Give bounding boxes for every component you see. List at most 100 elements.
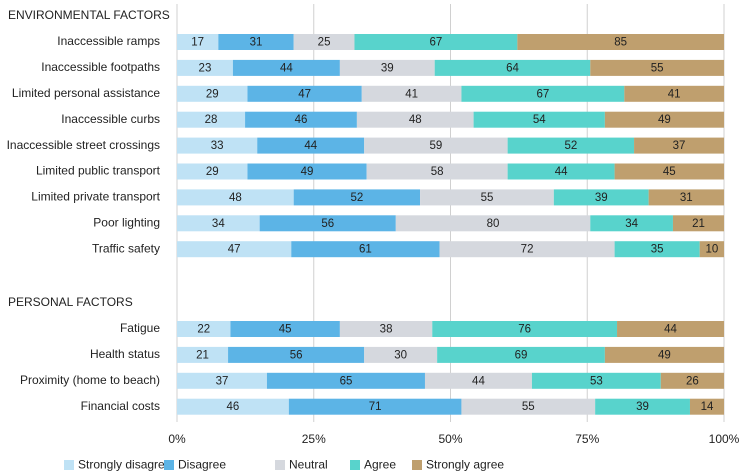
bar-segment xyxy=(648,189,724,206)
bar-segment xyxy=(424,372,532,389)
bar-segment xyxy=(177,189,294,206)
data-label: 85 xyxy=(614,37,627,49)
data-label: 65 xyxy=(340,375,353,387)
data-label: 39 xyxy=(595,192,608,204)
data-label: 17 xyxy=(191,37,204,49)
bar-segment xyxy=(366,163,508,180)
data-label: 46 xyxy=(227,401,240,413)
bar-segment xyxy=(507,163,615,180)
data-label: 67 xyxy=(536,88,549,100)
bar-segment xyxy=(339,59,435,76)
bar-segment xyxy=(247,163,367,180)
bar-segment xyxy=(177,372,267,389)
data-label: 37 xyxy=(216,375,229,387)
bar-segment xyxy=(354,34,518,50)
data-label: 34 xyxy=(625,218,638,230)
data-label: 55 xyxy=(481,192,494,204)
data-label: 52 xyxy=(564,140,577,152)
bar-segment xyxy=(177,137,258,154)
bar-segment xyxy=(507,137,635,154)
bar-segment xyxy=(531,372,661,389)
category-label: Poor lighting xyxy=(93,215,160,229)
category-label: Proximity (home to beach) xyxy=(20,373,160,387)
category-label: Limited personal assistance xyxy=(12,86,160,100)
legend-label: Strongly disagree xyxy=(78,458,172,472)
bar-segment xyxy=(293,189,421,206)
data-label: 26 xyxy=(686,375,699,387)
data-label: 14 xyxy=(701,401,714,413)
bar-segment xyxy=(230,321,340,337)
category-label: Inaccessible footpaths xyxy=(41,60,160,74)
bar-segment xyxy=(259,215,396,232)
data-label: 58 xyxy=(431,166,444,178)
bar-segment xyxy=(364,346,438,363)
bar-segment xyxy=(420,189,554,206)
data-label: 39 xyxy=(381,62,394,74)
bar-segment xyxy=(177,215,260,232)
bar-segment xyxy=(266,372,425,389)
x-tick-label: 75% xyxy=(575,432,599,446)
bar-segment xyxy=(473,111,605,128)
data-label: 34 xyxy=(212,218,225,230)
legend-swatch xyxy=(164,460,174,470)
bar-segment xyxy=(245,111,357,128)
bar-segment xyxy=(177,241,292,258)
data-label: 54 xyxy=(533,114,546,126)
bar-segment xyxy=(590,59,724,76)
data-label: 28 xyxy=(205,114,218,126)
bar-segment xyxy=(364,137,508,154)
data-label: 56 xyxy=(290,349,303,361)
x-tick-label: 25% xyxy=(302,432,326,446)
data-label: 72 xyxy=(521,244,534,256)
data-label: 44 xyxy=(304,140,317,152)
bar-segment xyxy=(232,59,340,76)
section-title: PERSONAL FACTORS xyxy=(8,295,133,309)
data-label: 21 xyxy=(196,349,209,361)
x-tick-label: 50% xyxy=(438,432,462,446)
bar-segment xyxy=(288,398,462,415)
bar-segment xyxy=(624,85,724,102)
data-label: 71 xyxy=(369,401,382,413)
data-label: 69 xyxy=(515,349,528,361)
bar-segment xyxy=(617,321,724,337)
data-label: 44 xyxy=(664,324,677,336)
bar-segment xyxy=(177,59,233,76)
bar-segment xyxy=(434,59,591,76)
data-label: 44 xyxy=(472,375,485,387)
legend-label: Neutral xyxy=(289,458,328,472)
bar-segment xyxy=(339,321,433,337)
data-label: 31 xyxy=(250,37,263,49)
section-title: ENVIRONMENTAL FACTORS xyxy=(8,8,170,22)
legend-swatch xyxy=(64,460,74,470)
bar-segment xyxy=(689,398,724,415)
data-label: 64 xyxy=(506,62,519,74)
bar-segment xyxy=(672,215,724,232)
data-label: 35 xyxy=(651,244,664,256)
data-label: 30 xyxy=(394,349,407,361)
data-label: 29 xyxy=(206,88,219,100)
bar-segment xyxy=(177,346,229,363)
data-label: 37 xyxy=(673,140,686,152)
bar-segment xyxy=(361,85,462,102)
data-label: 29 xyxy=(206,166,219,178)
category-label: Financial costs xyxy=(81,399,160,413)
legend-label: Strongly agree xyxy=(426,458,504,472)
data-label: 45 xyxy=(279,324,292,336)
bar-segment xyxy=(356,111,474,128)
bar-segment xyxy=(604,346,724,363)
data-label: 80 xyxy=(487,218,500,230)
legend-swatch xyxy=(350,460,360,470)
data-label: 44 xyxy=(280,62,293,74)
category-label: Fatigue xyxy=(120,321,160,335)
bar-segment xyxy=(634,137,724,154)
data-label: 46 xyxy=(295,114,308,126)
bar-segment xyxy=(590,215,673,232)
bar-segment xyxy=(614,241,700,258)
data-label: 22 xyxy=(197,324,210,336)
bar-segment xyxy=(461,398,596,415)
data-label: 55 xyxy=(651,62,664,74)
bar-segment xyxy=(291,241,440,258)
category-label: Limited public transport xyxy=(36,164,161,178)
bar-segment xyxy=(293,34,355,50)
data-label: 53 xyxy=(590,375,603,387)
